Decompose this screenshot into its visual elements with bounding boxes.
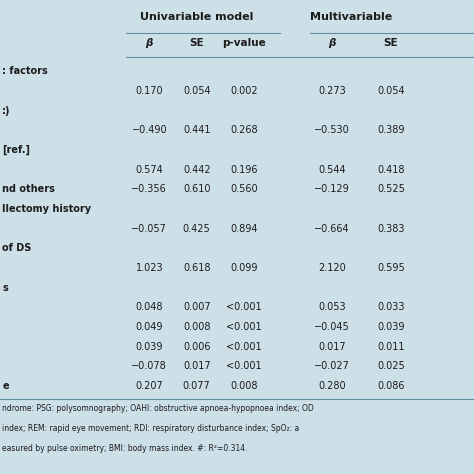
Text: 0.002: 0.002 [230,86,258,96]
Text: 0.008: 0.008 [230,381,258,391]
Text: of DS: of DS [2,243,32,254]
Text: −0.027: −0.027 [314,361,350,371]
Text: −0.129: −0.129 [314,184,350,194]
Text: e: e [2,381,9,391]
Text: 0.039: 0.039 [377,322,405,332]
Text: 0.007: 0.007 [183,302,210,312]
Text: −0.045: −0.045 [314,322,350,332]
Text: 0.418: 0.418 [377,165,405,175]
Text: −0.057: −0.057 [131,224,167,234]
Text: s: s [2,283,8,292]
Text: 0.280: 0.280 [318,381,346,391]
Text: −0.664: −0.664 [314,224,350,234]
Text: : factors: : factors [2,66,48,76]
Text: <0.001: <0.001 [226,342,262,352]
Text: Multivariable: Multivariable [310,12,393,22]
Text: 0.039: 0.039 [136,342,163,352]
Text: 0.595: 0.595 [377,263,405,273]
Text: −0.530: −0.530 [314,126,350,136]
Text: 0.086: 0.086 [377,381,405,391]
Text: −0.078: −0.078 [131,361,167,371]
Text: 0.389: 0.389 [377,126,405,136]
Text: −0.490: −0.490 [131,126,167,136]
Text: 0.894: 0.894 [230,224,258,234]
Text: 0.054: 0.054 [377,86,405,96]
Text: 1.023: 1.023 [136,263,163,273]
Text: 0.048: 0.048 [136,302,163,312]
Text: 0.054: 0.054 [183,86,210,96]
Text: 0.017: 0.017 [318,342,346,352]
Text: 0.441: 0.441 [183,126,210,136]
Text: 0.207: 0.207 [136,381,163,391]
Text: 0.273: 0.273 [318,86,346,96]
Text: 0.011: 0.011 [377,342,405,352]
Text: β: β [146,38,153,48]
Text: 0.574: 0.574 [136,165,163,175]
Text: 0.033: 0.033 [377,302,405,312]
Text: 0.099: 0.099 [230,263,258,273]
Text: [ref.]: [ref.] [2,145,30,155]
Text: 0.006: 0.006 [183,342,210,352]
Text: Univariable model: Univariable model [140,12,254,22]
Text: easured by pulse oximetry; BMI: body mass index. #: R²=0.314.: easured by pulse oximetry; BMI: body mas… [2,444,248,453]
Text: 0.025: 0.025 [377,361,405,371]
Text: 0.008: 0.008 [183,322,210,332]
Text: β: β [328,38,336,48]
Text: <0.001: <0.001 [226,302,262,312]
Text: ndrome: PSG: polysomnography; OAHI: obstructive apnoea-hypopnoea index; OD: ndrome: PSG: polysomnography; OAHI: obst… [2,404,314,413]
Text: SE: SE [384,38,398,48]
Text: <0.001: <0.001 [226,361,262,371]
Text: 0.442: 0.442 [183,165,210,175]
Text: SE: SE [190,38,204,48]
Text: p-value: p-value [222,38,266,48]
Text: 0.077: 0.077 [183,381,210,391]
Text: 0.425: 0.425 [183,224,210,234]
Text: 0.053: 0.053 [318,302,346,312]
Text: index; REM: rapid eye movement; RDI: respiratory disturbance index; SpO₂: a: index; REM: rapid eye movement; RDI: res… [2,424,300,433]
Text: 0.017: 0.017 [183,361,210,371]
Text: llectomy history: llectomy history [2,204,91,214]
Text: 0.268: 0.268 [230,126,258,136]
Text: 0.610: 0.610 [183,184,210,194]
Text: −0.356: −0.356 [131,184,167,194]
Text: nd others: nd others [2,184,55,194]
Text: 0.049: 0.049 [136,322,163,332]
Text: 0.618: 0.618 [183,263,210,273]
Text: 0.525: 0.525 [377,184,405,194]
Text: <0.001: <0.001 [226,322,262,332]
Text: 0.383: 0.383 [377,224,405,234]
Text: :): :) [2,106,11,116]
Text: 0.544: 0.544 [318,165,346,175]
Text: 0.196: 0.196 [230,165,258,175]
Text: 0.560: 0.560 [230,184,258,194]
Text: 2.120: 2.120 [318,263,346,273]
Text: 0.170: 0.170 [136,86,163,96]
